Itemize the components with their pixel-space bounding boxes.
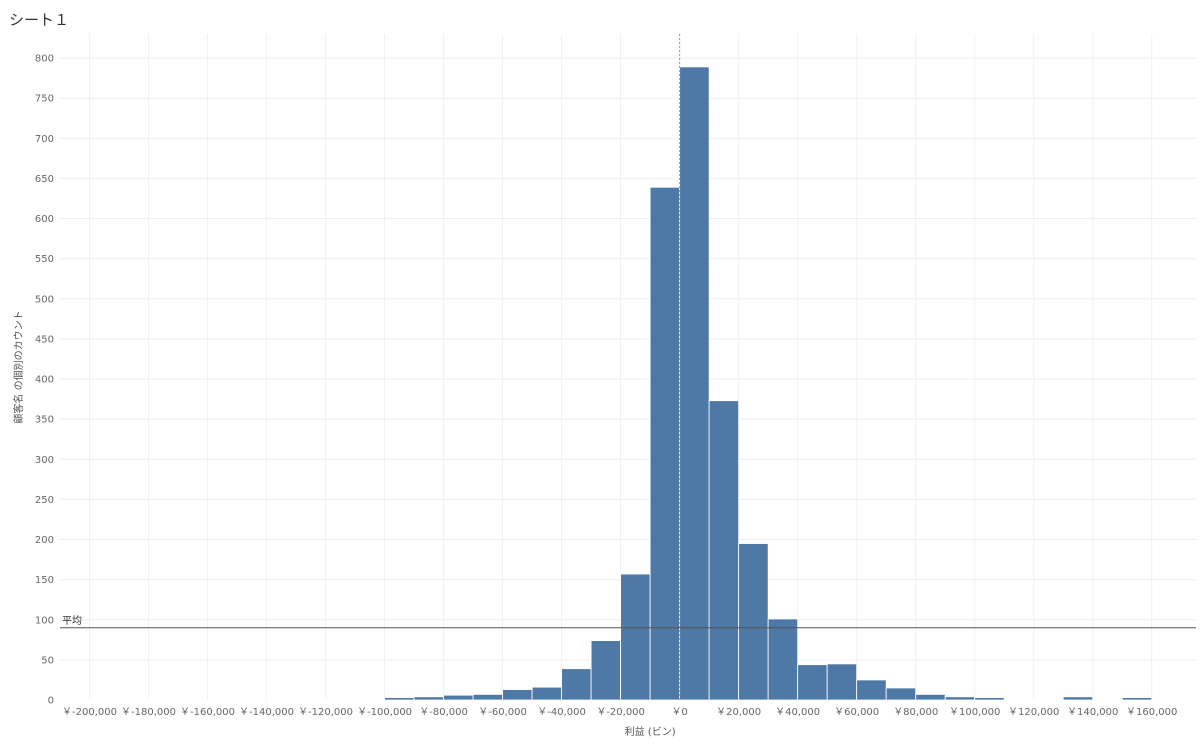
x-tick-label: ￥0 (671, 707, 687, 718)
y-axis-title: 顧客名 の個別のカウント (12, 310, 25, 423)
histogram-bar[interactable] (885, 687, 917, 701)
histogram-bar[interactable] (266, 698, 297, 701)
y-tick-label: 750 (35, 94, 54, 105)
y-tick-label: 650 (35, 174, 54, 185)
x-tick-label: ￥-100,000 (357, 707, 412, 718)
x-axis-title: 利益 (ビン) (625, 725, 676, 738)
histogram-bar[interactable] (354, 698, 385, 701)
histogram-bar[interactable] (856, 679, 887, 701)
y-tick-label: 350 (35, 415, 54, 426)
histogram-bar[interactable] (443, 694, 474, 701)
y-axis-ticks: 0 50 100 150 200 250 300 350 400 450 500 550 600 650 7… (35, 54, 54, 707)
average-line-label: 平均 (62, 615, 82, 627)
x-tick-label: ￥-160,000 (180, 707, 235, 718)
histogram-bar[interactable] (590, 640, 622, 701)
reference-layer: 平均 (60, 34, 1196, 700)
histogram-bar[interactable] (708, 400, 740, 701)
x-tick-label: ￥-200,000 (62, 707, 117, 718)
x-tick-label: ￥60,000 (834, 707, 879, 718)
x-tick-label: ￥40,000 (775, 707, 820, 718)
histogram-bar[interactable] (1121, 697, 1153, 701)
y-tick-label: 150 (35, 575, 54, 586)
histogram-bar[interactable] (915, 693, 946, 701)
histogram-bar[interactable] (944, 696, 976, 701)
histogram-bar[interactable] (384, 697, 415, 701)
y-tick-label: 300 (35, 455, 54, 466)
y-tick-label: 600 (35, 214, 54, 225)
histogram-bar[interactable] (1062, 696, 1094, 701)
x-tick-label: ￥140,000 (1067, 707, 1118, 718)
y-tick-label: 400 (35, 375, 54, 386)
x-tick-label: ￥100,000 (949, 707, 1000, 718)
histogram-bar[interactable] (472, 693, 503, 701)
histogram-bar[interactable] (767, 618, 799, 701)
histogram-bar[interactable] (295, 698, 326, 701)
y-tick-label: 50 (41, 655, 54, 666)
histogram-bar[interactable] (679, 66, 710, 701)
histogram-bar[interactable] (561, 668, 592, 701)
histogram-bar[interactable] (118, 698, 149, 701)
x-tick-label: ￥-40,000 (537, 707, 586, 718)
histogram-bar[interactable] (531, 686, 563, 701)
histogram-bar[interactable] (148, 698, 179, 701)
y-tick-label: 250 (35, 495, 54, 506)
histogram-bar[interactable] (413, 696, 444, 701)
x-axis-ticks: ￥-200,000 ￥-180,000 ￥-160,000 ￥-140,000 ￥-12… (62, 707, 1177, 718)
histogram-bar[interactable] (974, 697, 1005, 701)
histogram-bar[interactable] (502, 689, 533, 701)
x-tick-label: ￥-180,000 (121, 707, 176, 718)
histogram-bar[interactable] (826, 663, 858, 701)
histogram-bar[interactable] (738, 543, 769, 701)
x-tick-label: ￥-120,000 (298, 707, 353, 718)
y-tick-label: 100 (35, 615, 54, 626)
x-tick-label: ￥160,000 (1126, 707, 1177, 718)
y-tick-label: 450 (35, 334, 54, 345)
x-tick-label: ￥80,000 (893, 707, 938, 718)
y-tick-label: 500 (35, 294, 54, 305)
x-tick-label: ￥-80,000 (419, 707, 468, 718)
sheet-title: シート１ (9, 11, 70, 29)
y-tick-label: 550 (35, 254, 54, 265)
histogram-bar[interactable] (649, 186, 681, 701)
bar-layer (118, 66, 1153, 701)
x-tick-label: ￥120,000 (1008, 707, 1059, 718)
x-tick-label: ￥20,000 (716, 707, 761, 718)
y-tick-label: 700 (35, 134, 54, 145)
histogram-bar[interactable] (1003, 698, 1035, 701)
x-tick-label: ￥-140,000 (239, 707, 294, 718)
y-tick-label: 200 (35, 535, 54, 546)
x-tick-label: ￥-20,000 (596, 707, 645, 718)
histogram-bar[interactable] (797, 664, 828, 701)
y-tick-label: 800 (35, 54, 54, 65)
y-tick-label: 0 (48, 696, 54, 707)
histogram-bar[interactable] (620, 573, 651, 701)
x-tick-label: ￥-60,000 (478, 707, 527, 718)
